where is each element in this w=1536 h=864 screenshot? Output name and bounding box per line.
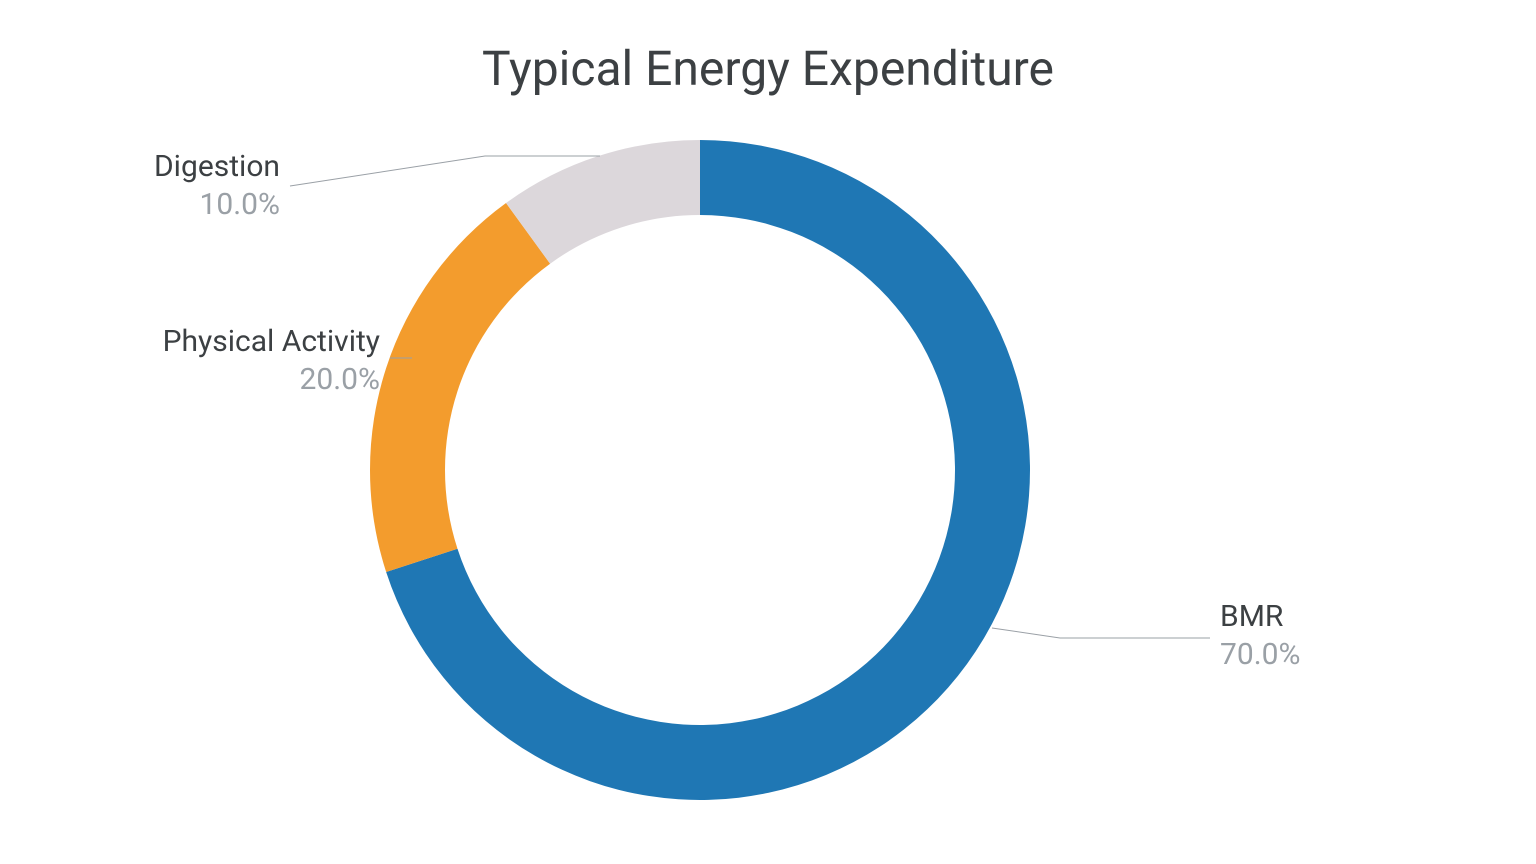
label-pct-physical: 20.0% — [163, 361, 380, 399]
label-pct-bmr: 70.0% — [1220, 636, 1300, 674]
donut-chart: Typical Energy Expenditure BMR70.0%Physi… — [0, 0, 1536, 864]
label-name-digestion: Digestion — [154, 148, 280, 186]
donut-svg — [0, 0, 1536, 864]
label-name-physical: Physical Activity — [163, 323, 380, 361]
label-bmr: BMR70.0% — [1220, 598, 1300, 673]
label-name-bmr: BMR — [1220, 598, 1300, 636]
label-digestion: Digestion10.0% — [154, 148, 280, 223]
label-physical: Physical Activity20.0% — [163, 323, 380, 398]
label-pct-digestion: 10.0% — [154, 186, 280, 224]
leader-bmr — [992, 628, 1210, 638]
slice-physical — [370, 203, 550, 572]
